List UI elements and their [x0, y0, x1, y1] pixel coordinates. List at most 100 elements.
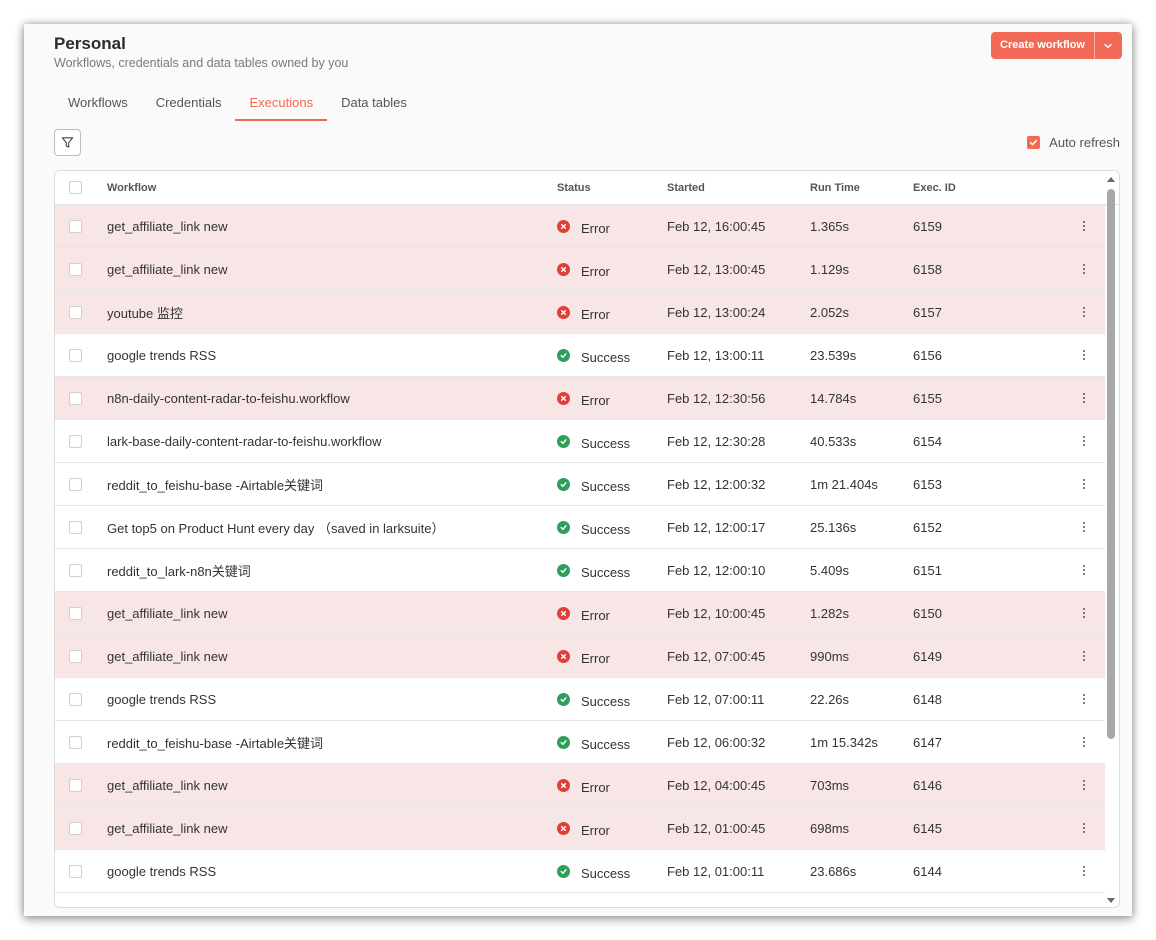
vertical-dots-icon	[1083, 866, 1085, 876]
status-cell: Success	[557, 692, 667, 709]
row-menu-button[interactable]	[1063, 264, 1105, 274]
row-checkbox[interactable]	[69, 477, 82, 491]
row-menu-button[interactable]	[1063, 479, 1105, 489]
table-row[interactable]: get_affiliate_link new Error Feb 12, 10:00…	[55, 592, 1105, 635]
auto-refresh-checkbox[interactable]	[1027, 136, 1041, 149]
page-title: Personal	[54, 34, 126, 53]
tab-credentials[interactable]: Credentials	[155, 95, 222, 110]
filter-button[interactable]	[54, 129, 81, 156]
create-workflow-dropdown-button[interactable]	[1094, 32, 1122, 59]
table-row[interactable]: youtube 监控 Error Feb 12, 13:00:24 2.052s 615…	[55, 291, 1105, 334]
run-time: 698ms	[810, 820, 850, 836]
vertical-scrollbar[interactable]	[1105, 171, 1117, 907]
row-menu-button[interactable]	[1063, 694, 1105, 704]
status-cell: Error	[557, 778, 667, 795]
create-workflow-button[interactable]: Create workflow	[991, 32, 1094, 59]
row-checkbox[interactable]	[69, 606, 82, 620]
row-checkbox[interactable]	[69, 649, 82, 663]
row-checkbox[interactable]	[69, 305, 82, 319]
row-menu-button[interactable]	[1063, 221, 1105, 231]
row-checkbox[interactable]	[69, 434, 82, 448]
workflow-name[interactable]: reddit_to_feishu-base -Airtable关键词	[107, 477, 324, 493]
workflow-name[interactable]: get_affiliate_link new	[107, 777, 228, 793]
row-checkbox[interactable]	[69, 735, 82, 749]
table-row[interactable]: reddit_to_feishu-base -Airtable关键词 Succes…	[55, 463, 1105, 506]
workflow-name[interactable]: google trends RSS	[107, 691, 217, 707]
row-menu-button[interactable]	[1063, 522, 1105, 532]
error-x-icon	[557, 219, 570, 233]
status-cell: Error	[557, 305, 667, 322]
auto-refresh-label: Auto refresh	[1049, 135, 1120, 150]
status-cell: Error	[557, 606, 667, 623]
row-menu-button[interactable]	[1063, 565, 1105, 575]
row-checkbox[interactable]	[69, 692, 82, 706]
table-row[interactable]: google trends RSS Success Feb 12, 01:00:11…	[55, 850, 1105, 893]
success-check-icon	[557, 434, 570, 448]
workflow-name[interactable]: get_affiliate_link new	[107, 820, 228, 836]
run-time: 1m 15.342s	[810, 734, 878, 750]
column-header-workflow: Workflow	[107, 181, 157, 194]
table-row[interactable]: get_affiliate_link new Error Feb 12, 16:00…	[55, 205, 1105, 248]
row-menu-button[interactable]	[1063, 823, 1105, 833]
workflow-name[interactable]: youtube 监控	[107, 305, 183, 321]
workflow-name[interactable]: get_affiliate_link new	[107, 261, 228, 277]
row-menu-button[interactable]	[1063, 307, 1105, 317]
row-checkbox[interactable]	[69, 391, 82, 405]
row-checkbox[interactable]	[69, 778, 82, 792]
table-row[interactable]: reddit_to_lark-n8n关键词 Success Feb 12, 12:0…	[55, 549, 1105, 592]
row-checkbox[interactable]	[69, 348, 82, 362]
scrollbar-thumb[interactable]	[1107, 189, 1115, 739]
row-checkbox[interactable]	[69, 262, 82, 276]
table-row[interactable]: get_affiliate_link new Error Feb 12, 07:00…	[55, 635, 1105, 678]
workflow-name[interactable]: reddit_to_lark-n8n关键词	[107, 563, 251, 579]
exec-id: 6147	[913, 734, 942, 750]
table-row[interactable]: get_affiliate_link new Error Feb 12, 13:00…	[55, 248, 1105, 291]
status-cell: Success	[557, 348, 667, 365]
started-time: Feb 12, 16:00:45	[667, 218, 766, 234]
table-row[interactable]: n8n-daily-content-radar-to-feishu.workfl…	[55, 377, 1105, 420]
row-checkbox[interactable]	[69, 563, 82, 577]
row-checkbox[interactable]	[69, 219, 82, 233]
row-menu-button[interactable]	[1063, 436, 1105, 446]
status-cell: Error	[557, 262, 667, 279]
workflow-name[interactable]: google trends RSS	[107, 863, 217, 879]
vertical-dots-icon	[1083, 307, 1085, 317]
row-checkbox[interactable]	[69, 864, 82, 878]
tab-executions[interactable]: Executions	[235, 90, 328, 121]
workflow-name[interactable]: lark-base-daily-content-radar-to-feishu.…	[107, 433, 382, 449]
workflow-name[interactable]: n8n-daily-content-radar-to-feishu.workfl…	[107, 390, 350, 406]
row-menu-button[interactable]	[1063, 866, 1105, 876]
workflow-name[interactable]: get_affiliate_link new	[107, 218, 228, 234]
status-cell: Success	[557, 434, 667, 451]
vertical-dots-icon	[1083, 479, 1085, 489]
workflow-name[interactable]: Get top5 on Product Hunt every day （save…	[107, 520, 445, 536]
scroll-down-arrow-icon[interactable]	[1107, 898, 1115, 903]
workflow-name[interactable]: google trends RSS	[107, 347, 217, 363]
table-row[interactable]: google trends RSS Success Feb 12, 07:00:11…	[55, 678, 1105, 721]
row-menu-button[interactable]	[1063, 780, 1105, 790]
table-row[interactable]: google trends RSS Success Feb 12, 13:00:11…	[55, 334, 1105, 377]
row-menu-button[interactable]	[1063, 651, 1105, 661]
row-menu-button[interactable]	[1063, 608, 1105, 618]
tab-data-tables[interactable]: Data tables	[341, 95, 407, 110]
row-menu-button[interactable]	[1063, 737, 1105, 747]
scroll-up-arrow-icon[interactable]	[1107, 177, 1115, 182]
vertical-dots-icon	[1083, 522, 1085, 532]
success-check-icon	[557, 520, 570, 534]
table-row[interactable]: get_affiliate_link new Error Feb 12, 04:00…	[55, 764, 1105, 807]
row-checkbox[interactable]	[69, 821, 82, 835]
row-menu-button[interactable]	[1063, 393, 1105, 403]
tab-workflows[interactable]: Workflows	[68, 95, 128, 110]
row-menu-button[interactable]	[1063, 350, 1105, 360]
success-check-icon	[557, 692, 570, 706]
workflow-name[interactable]: get_affiliate_link new	[107, 605, 228, 621]
vertical-dots-icon	[1083, 780, 1085, 790]
table-row[interactable]: get_affiliate_link new Error Feb 12, 01:00…	[55, 807, 1105, 850]
table-row[interactable]: lark-base-daily-content-radar-to-feishu.…	[55, 420, 1105, 463]
table-row[interactable]: Get top5 on Product Hunt every day （save…	[55, 506, 1105, 549]
table-row[interactable]: reddit_to_feishu-base -Airtable关键词 Succes…	[55, 721, 1105, 764]
workflow-name[interactable]: get_affiliate_link new	[107, 648, 228, 664]
workflow-name[interactable]: reddit_to_feishu-base -Airtable关键词	[107, 735, 324, 751]
row-checkbox[interactable]	[69, 520, 82, 534]
select-all-checkbox[interactable]	[69, 181, 82, 194]
